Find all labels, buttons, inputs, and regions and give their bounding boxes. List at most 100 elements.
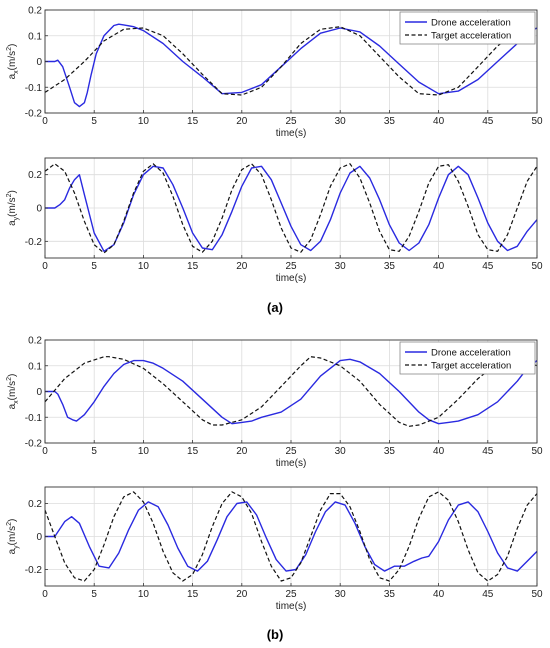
x-tick-label: 35 (384, 589, 396, 600)
x-tick-label: 5 (91, 261, 97, 272)
x-tick-label: 10 (138, 589, 150, 600)
x-tick-label: 25 (285, 116, 297, 127)
x-tick-label: 30 (335, 116, 347, 127)
y-label-subscript: x (13, 70, 20, 74)
x-tick-label: 30 (335, 261, 347, 272)
drone-acceleration-line (45, 165, 537, 252)
chart-a-ax: 0 5 10 15 20 25 30 35 40 45 50 -0.2 -0.1 0 0.1 0.2 time(… (6, 6, 543, 140)
target-acceleration-line (45, 26, 537, 96)
y-label-base: a (7, 73, 18, 79)
y-tick-label: 0 (36, 57, 42, 68)
x-axis-label: time(s) (276, 128, 307, 139)
x-tick-label: 25 (285, 261, 297, 272)
y-label-superscript: 2 (6, 377, 13, 381)
y-tick-label: 0 (36, 387, 42, 398)
x-tick-label: 50 (531, 261, 543, 272)
x-tick-label: 45 (482, 589, 494, 600)
x-tick-label: 15 (187, 116, 199, 127)
y-label-superscript: 2 (6, 193, 13, 197)
x-tick-label: 40 (433, 589, 445, 600)
y-label-close: ) (7, 44, 18, 47)
y-tick-label: -0.2 (25, 439, 43, 450)
legend: Drone acceleration Target acceleration (399, 341, 536, 375)
x-tick-label: 40 (433, 116, 445, 127)
legend-entry-label: Target acceleration (431, 31, 511, 42)
y-axis-label: ax(m/s2) (6, 44, 20, 80)
x-tick-label: 40 (433, 446, 445, 457)
x-tick-label: 20 (236, 446, 248, 457)
x-axis-label: time(s) (276, 458, 307, 469)
y-axis-label: ax(m/s2) (6, 374, 20, 410)
x-tick-label: 15 (187, 261, 199, 272)
drone-acceleration-line (45, 358, 537, 425)
x-tick-label: 25 (285, 589, 297, 600)
legend-entry-label: Drone acceleration (431, 348, 511, 359)
y-tick-label: 0 (36, 532, 42, 543)
x-axis-label: time(s) (276, 273, 307, 284)
y-tick-label: 0 (36, 204, 42, 215)
y-axis-label: ay(m/s2) (6, 519, 20, 555)
x-tick-label: 50 (531, 446, 543, 457)
x-tick-label: 5 (91, 446, 97, 457)
x-tick-label: 0 (42, 446, 48, 457)
x-tick-label: 40 (433, 261, 445, 272)
legend: Drone acceleration Target acceleration (399, 11, 536, 45)
y-label-close: ) (7, 519, 18, 522)
y-label-superscript: 2 (6, 47, 13, 51)
y-tick-label: 0.2 (28, 499, 42, 510)
y-tick-label: 0.1 (28, 361, 42, 372)
y-label-unit: (m/s (7, 51, 18, 70)
y-label-base: a (7, 548, 18, 554)
caption-b: (b) (267, 627, 284, 642)
x-tick-label: 30 (335, 589, 347, 600)
x-tick-label: 25 (285, 446, 297, 457)
x-tick-label: 10 (138, 261, 150, 272)
x-tick-label: 20 (236, 589, 248, 600)
x-tick-label: 15 (187, 446, 199, 457)
y-label-subscript: y (13, 216, 20, 220)
chart-b-ax: 0 5 10 15 20 25 30 35 40 45 50 -0.2 -0.1 0 0.1 0.2 time(… (6, 336, 543, 470)
x-tick-label: 50 (531, 116, 543, 127)
y-tick-label: -0.2 (25, 237, 43, 248)
x-tick-label: 45 (482, 116, 494, 127)
y-label-superscript: 2 (6, 522, 13, 526)
legend-box (399, 11, 536, 45)
x-tick-label: 35 (384, 446, 396, 457)
y-tick-label: -0.1 (25, 83, 43, 94)
x-tick-label: 45 (482, 261, 494, 272)
y-label-base: a (7, 403, 18, 409)
y-label-subscript: y (13, 545, 20, 549)
legend-entry-label: Drone acceleration (431, 18, 511, 29)
y-tick-label: -0.2 (25, 109, 43, 120)
x-tick-label: 0 (42, 261, 48, 272)
x-tick-label: 45 (482, 446, 494, 457)
drone-acceleration-line (45, 501, 537, 572)
y-tick-label: 0.2 (28, 6, 42, 17)
x-tick-label: 10 (138, 116, 150, 127)
chart-a-ay: 0 5 10 15 20 25 30 35 40 45 50 -0.2 0 0.2 time(s) ay(m/… (6, 157, 543, 284)
x-tick-label: 35 (384, 261, 396, 272)
legend-entry-label: Target acceleration (431, 361, 511, 372)
y-label-subscript: x (13, 400, 20, 404)
x-tick-label: 30 (335, 446, 347, 457)
y-label-unit: (m/s (7, 197, 18, 216)
x-axis-label: time(s) (276, 601, 307, 612)
y-label-unit: (m/s (7, 526, 18, 545)
y-label-close: ) (7, 374, 18, 377)
y-label-close: ) (7, 190, 18, 193)
x-tick-label: 15 (187, 589, 199, 600)
x-tick-label: 0 (42, 589, 48, 600)
x-tick-label: 35 (384, 116, 396, 127)
y-tick-label: 0.2 (28, 336, 42, 347)
y-label-unit: (m/s (7, 381, 18, 400)
x-tick-label: 20 (236, 116, 248, 127)
x-tick-label: 20 (236, 261, 248, 272)
y-tick-label: 0.1 (28, 31, 42, 42)
y-tick-label: -0.1 (25, 413, 43, 424)
y-axis-label: ay(m/s2) (6, 190, 20, 226)
target-acceleration-line (45, 491, 537, 582)
x-tick-label: 50 (531, 589, 543, 600)
x-tick-label: 10 (138, 446, 150, 457)
legend-box (399, 341, 536, 375)
